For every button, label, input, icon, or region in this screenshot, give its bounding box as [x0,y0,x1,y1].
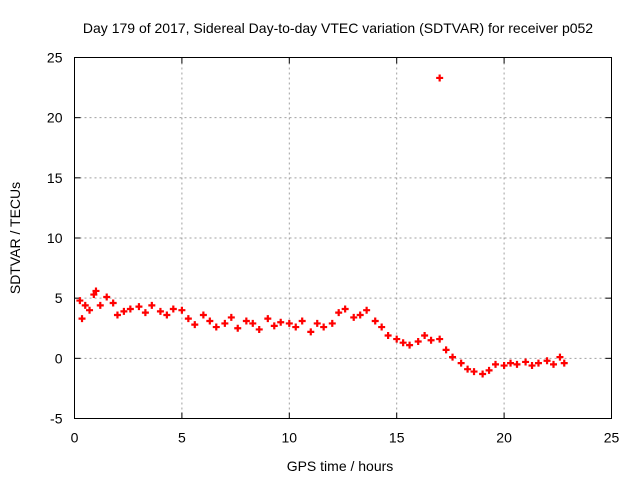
data-point [120,307,128,315]
x-tick-label: 0 [71,430,79,446]
data-point [436,74,444,82]
data-point [492,360,500,368]
data-point [141,309,149,317]
data-point [206,317,214,325]
data-point [427,336,435,344]
data-point [126,305,134,313]
data-point [414,337,422,345]
data-point [384,331,392,339]
data-point [227,313,235,321]
data-point [560,359,568,367]
data-point [522,358,530,366]
data-point [285,319,293,327]
data-point [270,322,278,330]
data-point [550,360,558,368]
data-point [406,341,414,349]
data-point [500,362,508,370]
data-point [103,293,111,301]
data-point [199,311,207,319]
data-point [212,323,220,331]
y-tick-label: 20 [47,110,63,126]
y-tick-label: -5 [50,411,63,427]
data-point [156,307,164,315]
data-point [464,365,472,373]
data-point [543,357,551,365]
y-tick-label: 0 [55,350,63,366]
data-point [356,311,364,319]
data-point [249,319,257,327]
data-point [485,366,493,374]
data-point [363,306,371,314]
data-point [534,359,542,367]
data-point [148,301,156,309]
x-tick-label: 20 [496,430,512,446]
x-tick-label: 10 [282,430,298,446]
data-point [113,311,121,319]
data-point [191,321,199,329]
data-point [242,317,250,325]
y-tick-labels: -5 0 5 10 15 20 25 [47,50,63,427]
data-point [436,335,444,343]
y-tick-label: 10 [47,230,63,246]
data-point [470,368,478,376]
data-points [76,74,568,378]
data-point [92,287,100,295]
data-point [341,305,349,313]
axis-ticks [74,57,612,419]
grid-lines [74,57,612,419]
data-point [307,328,315,336]
data-point [393,335,401,343]
data-point [378,323,386,331]
x-tick-label: 5 [178,430,186,446]
data-point [313,319,321,327]
data-point [328,319,336,327]
data-point [76,297,84,305]
data-point [350,313,358,321]
data-point [449,353,457,361]
data-point [264,315,272,323]
data-point [169,305,177,313]
data-point [135,303,143,311]
data-point [178,306,186,314]
data-point [457,359,465,367]
y-tick-label: 5 [55,290,63,306]
data-point [399,339,407,347]
y-tick-label: 25 [47,50,63,66]
data-point [479,370,487,378]
data-point [78,315,86,323]
data-point [556,353,564,361]
data-point [221,319,229,327]
data-point [371,317,379,325]
y-tick-label: 15 [47,170,63,186]
data-point [335,309,343,317]
data-point [298,317,306,325]
data-point [421,331,429,339]
data-point [513,360,521,368]
data-point [86,306,94,314]
data-point [90,291,98,299]
data-point [163,311,171,319]
data-point [184,315,192,323]
data-point [528,362,536,370]
x-tick-label: 25 [604,430,620,446]
x-tick-label: 15 [389,430,405,446]
chart-title: Day 179 of 2017, Sidereal Day-to-day VTE… [83,20,593,36]
data-point [255,325,263,333]
data-point [234,324,242,332]
data-point [81,301,89,309]
x-tick-labels: 0 5 10 15 20 25 [71,430,620,446]
data-point [109,299,117,307]
data-point [442,346,450,354]
data-point [292,323,300,331]
x-axis-label: GPS time / hours [287,458,394,474]
data-point [320,323,328,331]
data-point [96,301,104,309]
data-point [507,359,515,367]
data-point [277,318,285,326]
y-axis-label: SDTVAR / TECUs [7,182,23,294]
